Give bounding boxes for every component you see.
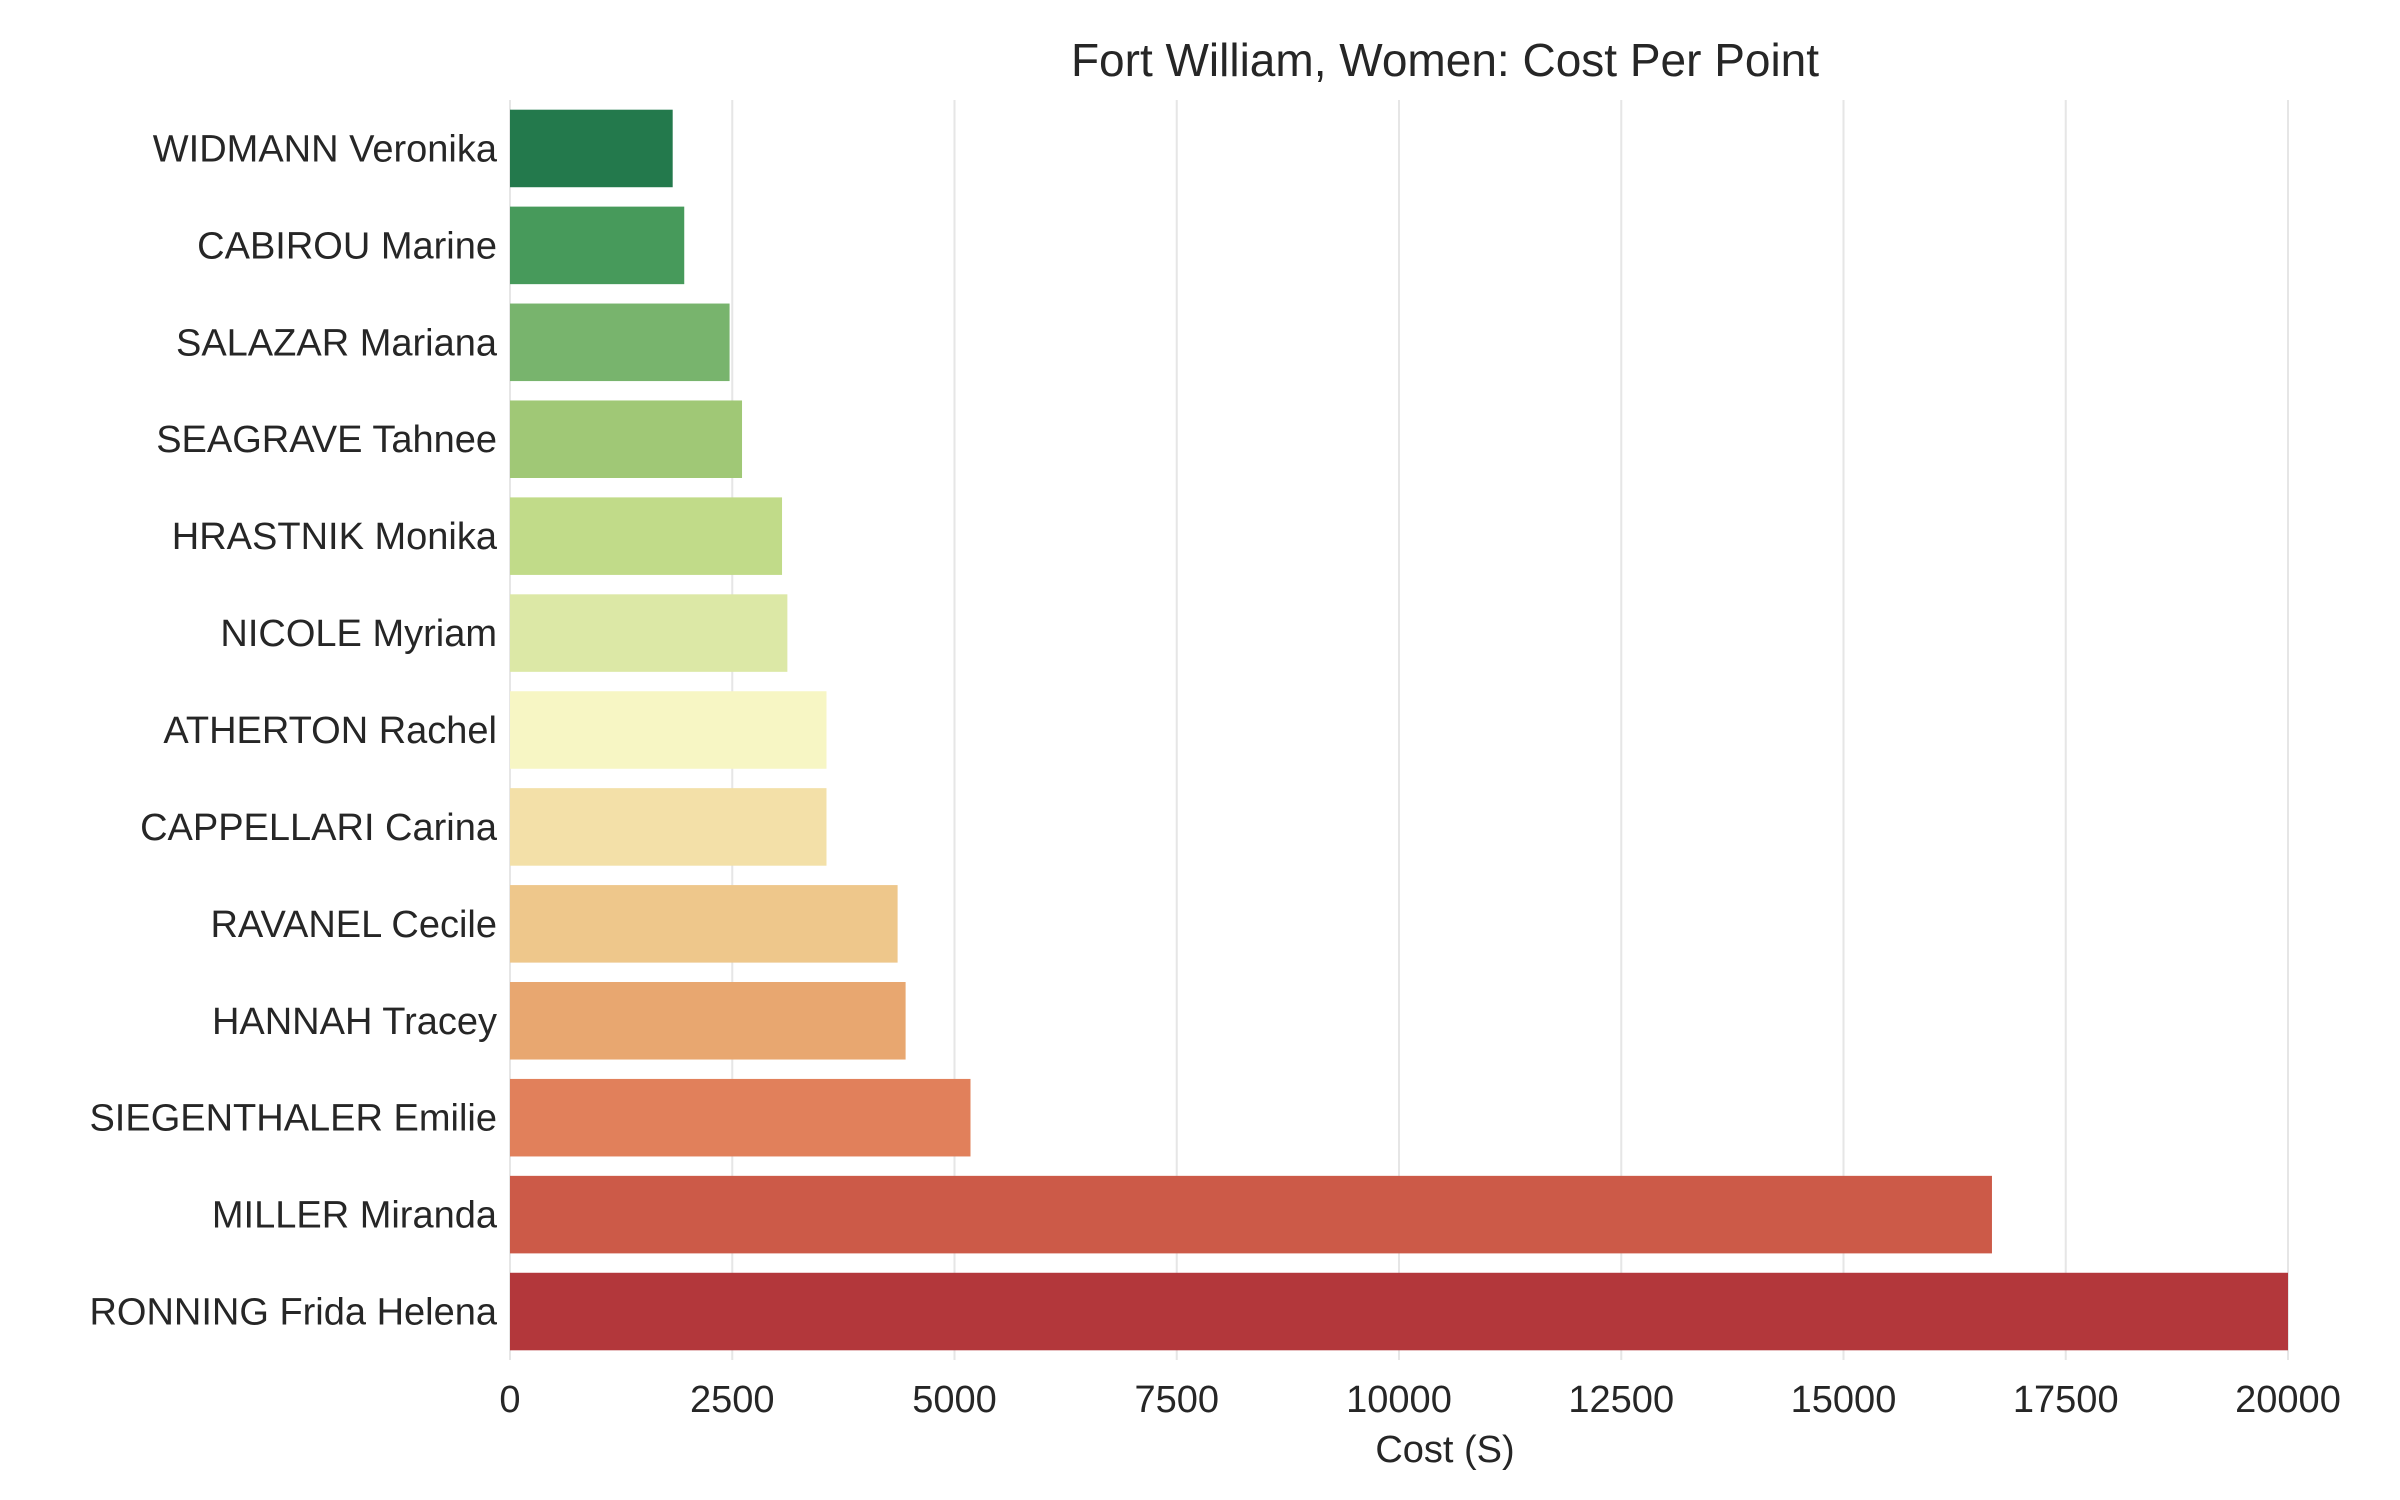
bar <box>510 1272 2288 1351</box>
x-tick-label: 20000 <box>2235 1379 2341 1421</box>
chart-title: Fort William, Women: Cost Per Point <box>1071 34 1819 86</box>
x-tick-label: 5000 <box>912 1379 997 1421</box>
x-tick-label: 17500 <box>2013 1379 2119 1421</box>
category-label: MILLER Miranda <box>212 1195 498 1237</box>
category-label: CABIROU Marine <box>197 225 497 267</box>
category-label: NICOLE Myriam <box>220 613 497 655</box>
x-tick-label: 0 <box>499 1379 520 1421</box>
x-axis-label: Cost (S) <box>1375 1429 1514 1471</box>
bar <box>510 206 685 285</box>
category-label: ATHERTON Rachel <box>163 710 497 752</box>
category-labels: WIDMANN Veronika CABIROU Marine SALAZAR Ma… <box>89 128 497 1333</box>
gridlines <box>509 100 2289 1360</box>
category-label: HANNAH Tracey <box>212 1001 497 1043</box>
category-label: SEAGRAVE Tahnee <box>156 419 497 461</box>
bar <box>510 400 743 478</box>
category-label: CAPPELLARI Carina <box>140 807 498 849</box>
x-tick-label: 12500 <box>1568 1379 1674 1421</box>
category-label: SALAZAR Mariana <box>176 322 498 364</box>
x-tick-labels: 0 2500 5000 7500 10000 12500 15000 17500 20000 <box>499 1379 2340 1421</box>
x-tick-label: 10000 <box>1346 1379 1452 1421</box>
x-tick-label: 2500 <box>690 1379 775 1421</box>
bar <box>510 1175 1992 1254</box>
category-label: RAVANEL Cecile <box>210 904 497 946</box>
category-label: RONNING Frida Helena <box>89 1292 497 1334</box>
bar <box>510 1078 971 1157</box>
bars <box>510 109 2288 1351</box>
x-tick-label: 15000 <box>1791 1379 1897 1421</box>
bar <box>510 109 673 188</box>
bar <box>510 982 906 1060</box>
bar <box>510 497 783 575</box>
category-label: SIEGENTHALER Emilie <box>89 1098 497 1140</box>
bar <box>510 303 730 382</box>
bar <box>510 691 827 769</box>
bar <box>510 594 788 672</box>
x-tick-label: 7500 <box>1134 1379 1219 1421</box>
bar <box>510 788 827 866</box>
bar <box>510 885 898 963</box>
category-label: HRASTNIK Monika <box>172 516 498 558</box>
category-label: WIDMANN Veronika <box>153 128 498 170</box>
